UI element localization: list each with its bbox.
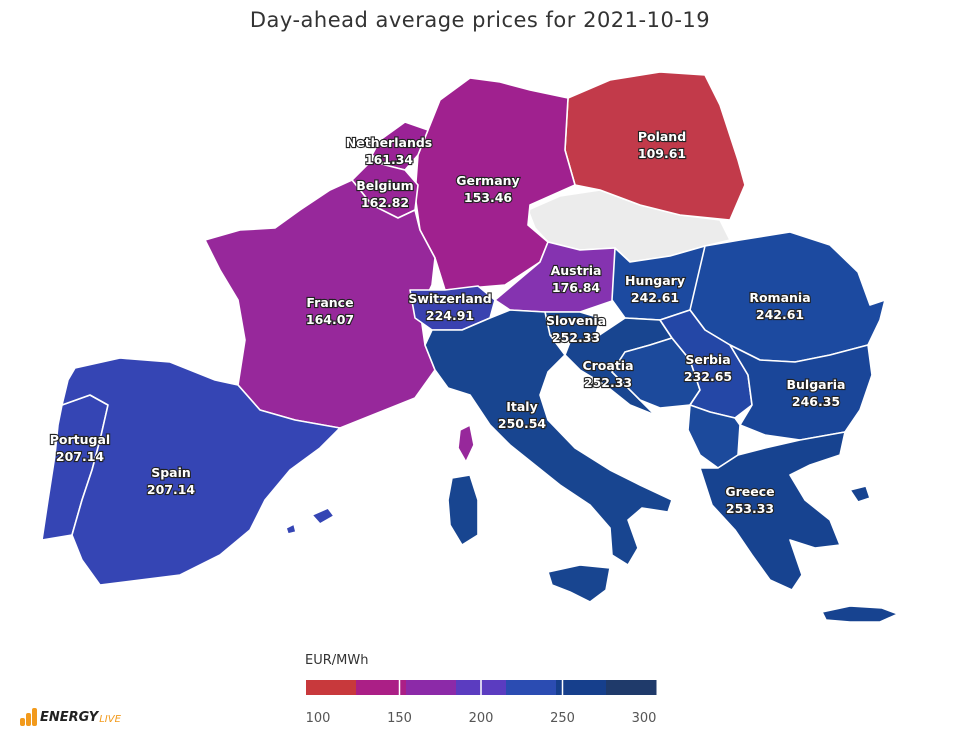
label-belgium-value: 162.82 (361, 195, 409, 210)
label-slovenia-name: Slovenia (546, 313, 606, 328)
country-greece[interactable] (699, 431, 846, 591)
island-sardinia (447, 474, 479, 546)
island-crete (821, 605, 899, 623)
label-hungary-value: 242.61 (631, 290, 679, 305)
label-hungary-name: Hungary (625, 273, 685, 288)
legend-swatch (356, 680, 407, 695)
label-portugal-name: Portugal (50, 432, 110, 447)
legend-tick-label: 300 (632, 711, 657, 726)
label-serbia-value: 232.65 (684, 369, 732, 384)
logo-text-sub: LIVE (99, 713, 121, 725)
label-spain-value: 207.14 (147, 482, 196, 497)
legend-tick-label: 200 (469, 711, 494, 726)
legend-tick-label: 150 (387, 711, 412, 726)
island-mallorca (311, 507, 335, 525)
label-switzerland-value: 224.91 (426, 308, 474, 323)
country-spain[interactable] (61, 357, 341, 586)
legend-color-scale (306, 680, 657, 695)
label-greece-value: 253.33 (726, 501, 774, 516)
label-spain-name: Spain (151, 465, 191, 480)
label-portugal-value: 207.14 (56, 449, 105, 464)
label-croatia-value: 252.33 (584, 375, 632, 390)
country-italy[interactable] (424, 309, 673, 566)
label-austria-name: Austria (551, 263, 602, 278)
label-netherlands-name: Netherlands (346, 135, 432, 150)
legend-swatch (606, 680, 657, 695)
map-title: Day-ahead average prices for 2021-10-19 (249, 8, 711, 32)
label-romania-name: Romania (749, 290, 810, 305)
label-italy-name: Italy (506, 399, 538, 414)
label-netherlands-value: 161.34 (365, 152, 414, 167)
label-france-value: 164.07 (306, 312, 354, 327)
energy-live-logo: ENERGY LIVE (20, 704, 121, 730)
label-germany-name: Germany (456, 173, 519, 188)
legend-ticks: 100 150 200 250 300 (306, 680, 657, 726)
label-poland-name: Poland (638, 129, 686, 144)
label-france-name: France (306, 295, 353, 310)
label-germany-value: 153.46 (464, 190, 513, 205)
label-greece-name: Greece (725, 484, 774, 499)
country-netherlands[interactable] (371, 121, 429, 171)
island-ibiza (285, 523, 297, 535)
label-poland-value: 109.61 (638, 146, 686, 161)
legend-swatch (506, 680, 557, 695)
island-greece-east (849, 485, 871, 503)
label-romania-value: 242.61 (756, 307, 804, 322)
country-poland[interactable] (564, 71, 746, 221)
legend-swatch (556, 680, 607, 695)
logo-text-main: ENERGY (40, 709, 99, 725)
logo-signal-icon (20, 708, 38, 726)
label-bulgaria-value: 246.35 (792, 394, 840, 409)
island-corsica (457, 424, 475, 463)
label-switzerland-name: Switzerland (408, 291, 491, 306)
legend-title: EUR/MWh (305, 653, 368, 668)
country-labels: Netherlands 161.34 Belgium 162.82 Germany 153… (49, 128, 847, 517)
legend-tick-label: 100 (306, 711, 331, 726)
legend-swatch (406, 680, 457, 695)
legend-swatch (306, 680, 357, 695)
label-croatia-name: Croatia (582, 358, 633, 373)
country-bulgaria[interactable] (729, 344, 873, 441)
label-slovenia-value: 252.33 (552, 330, 600, 345)
label-serbia-name: Serbia (685, 352, 730, 367)
legend-tick-label: 250 (550, 711, 575, 726)
label-italy-value: 250.54 (498, 416, 547, 431)
label-belgium-name: Belgium (356, 178, 413, 193)
label-bulgaria-name: Bulgaria (787, 377, 846, 392)
island-sicily (547, 564, 611, 603)
label-austria-value: 176.84 (552, 280, 601, 295)
